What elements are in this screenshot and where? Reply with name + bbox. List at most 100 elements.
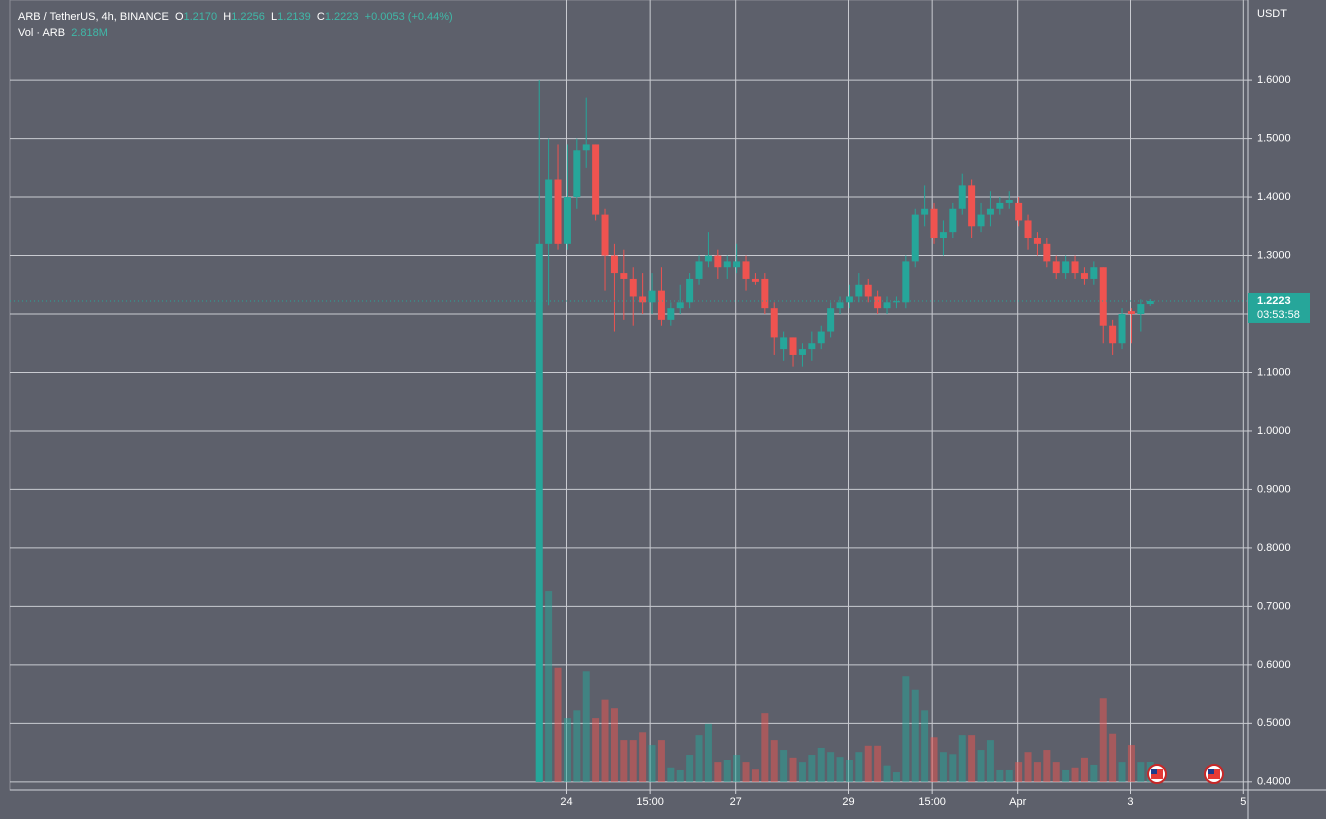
volume-bar (601, 699, 609, 782)
y-tick-label: 1.0000 (1257, 425, 1291, 437)
volume-bar (902, 676, 910, 782)
candle-body (742, 261, 750, 279)
change: +0.0053 (+0.44%) (364, 11, 453, 23)
legend-header: ARB / TetherUS, 4h, BINANCE O1.2170 H1.2… (18, 9, 453, 41)
volume-bar (1015, 762, 1023, 782)
candle-body (1109, 325, 1117, 344)
candle-body (780, 337, 788, 350)
volume-bar (667, 767, 675, 782)
candle-body (1052, 261, 1060, 274)
x-tick-label: 15:00 (636, 796, 664, 808)
volume-bar (573, 710, 581, 782)
ohlc-value: 1.2139 (277, 11, 311, 23)
y-unit: USDT (1257, 8, 1287, 20)
candle-body (582, 144, 590, 151)
volume-bar (723, 759, 731, 782)
volume-bar (977, 750, 985, 782)
volume-bar (968, 735, 976, 782)
candle-body (798, 349, 806, 355)
candle-body (770, 308, 778, 338)
candle-body (1015, 202, 1023, 221)
y-tick-label: 0.7000 (1257, 600, 1291, 612)
candle-body (930, 208, 938, 238)
candle-body (1062, 261, 1070, 274)
volume-bar (545, 591, 553, 782)
volume-bar (704, 723, 712, 782)
y-tick-label: 0.9000 (1257, 483, 1291, 495)
volume-bar (676, 769, 684, 782)
volume-bar (1071, 767, 1079, 782)
volume-bar (986, 740, 994, 782)
candle-body (1090, 267, 1098, 279)
volume-bar (610, 708, 618, 782)
volume-bar (1090, 764, 1098, 782)
candle-body (855, 284, 863, 297)
volume-bar (620, 740, 628, 782)
volume-bar (921, 710, 929, 782)
y-tick-label: 0.5000 (1257, 717, 1291, 729)
last-price-tag (1248, 292, 1310, 323)
candle-body (554, 179, 562, 244)
volume-bar (1099, 698, 1107, 782)
volume-bar (686, 755, 694, 782)
candle-body (1137, 304, 1145, 315)
candle-body (1118, 314, 1126, 344)
volume-bar (911, 689, 919, 782)
candle-body (648, 290, 656, 303)
volume-bar (780, 750, 788, 782)
countdown: 03:53:58 (1257, 309, 1300, 321)
axes-layer: 0.4000 0.5000 0.6000 0.7000 0.8000 0.9000 1.00… (10, 74, 1310, 808)
volume-bar (1043, 750, 1051, 782)
ohlc-value: 1.2223 (324, 11, 359, 23)
volume-bar (1052, 762, 1060, 782)
volume-bar (996, 769, 1004, 782)
event-flag[interactable] (1204, 764, 1224, 784)
volume-bar (733, 755, 741, 782)
y-tick-label: 1.1000 (1257, 366, 1291, 378)
candle-body (939, 232, 947, 238)
volume-bar (1033, 762, 1041, 782)
x-tick-label: Apr (1009, 796, 1026, 808)
volume-bar (892, 772, 900, 782)
candle-body (996, 202, 1004, 209)
symbol-line: ARB / TetherUS, 4h, BINANCE O1.2170 H1.2… (18, 9, 453, 25)
volume-bar (761, 713, 769, 782)
volume-bar (639, 732, 647, 782)
candle-body (892, 301, 900, 303)
volume-bar (1005, 769, 1013, 782)
volume-bar (648, 745, 656, 782)
volume-bar (836, 757, 844, 782)
y-tick-label: 1.3000 (1257, 249, 1291, 261)
y-tick-label: 1.6000 (1257, 74, 1291, 86)
candle-body (1071, 261, 1079, 274)
event-flag[interactable] (1147, 764, 1167, 784)
grid (10, 0, 1248, 790)
volume-bar (714, 762, 722, 782)
candle-body (1005, 199, 1013, 203)
volume-bar (1118, 762, 1126, 782)
volume-bar (939, 752, 947, 782)
candle-body (592, 144, 600, 215)
ohlc-label: L (271, 11, 278, 23)
title: ARB / TetherUS, 4h, BINANCE (18, 11, 169, 23)
y-tick-label: 0.6000 (1257, 659, 1291, 671)
candle-body (1127, 311, 1135, 315)
plot-area (9, 0, 1249, 791)
candle-body (573, 150, 581, 198)
candle-body (836, 302, 844, 309)
candle-body (545, 179, 553, 244)
volume-bar (949, 754, 957, 782)
candle-body (667, 308, 675, 320)
volume-bar (1080, 757, 1088, 782)
candle-body (1043, 243, 1051, 262)
candle-body (629, 278, 637, 297)
candle-body (704, 255, 712, 262)
volume-bar (592, 718, 600, 782)
ohlc-label: C (316, 11, 325, 23)
candle-body (883, 302, 891, 309)
candle-body (535, 243, 543, 782)
candle-body (958, 185, 966, 209)
volume-bar (554, 667, 562, 782)
